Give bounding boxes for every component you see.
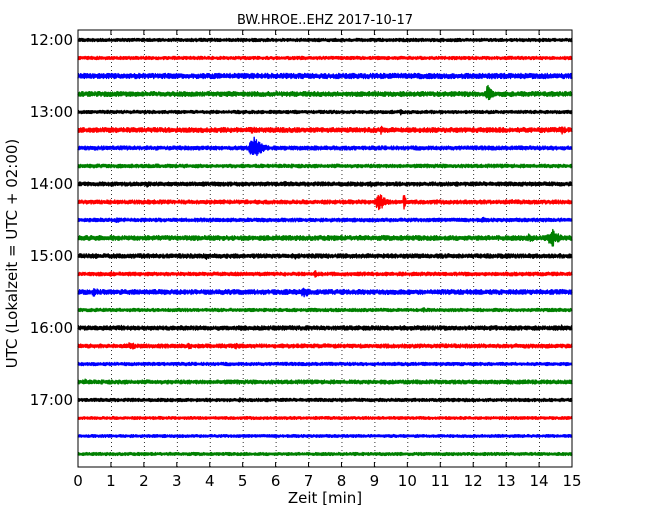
y-tick-label: 15:00: [30, 247, 73, 265]
y-tick-label: 14:00: [30, 175, 73, 193]
trace-1315: [77, 125, 573, 135]
y-tick-label: 17:00: [30, 391, 73, 409]
x-tick-label: 0: [73, 472, 83, 490]
trace-1330: [77, 136, 573, 157]
x-tick-label: 3: [172, 472, 182, 490]
trace-1715: [77, 415, 573, 421]
y-axis-label: UTC (Lokalzeit = UTC + 02:00): [3, 139, 21, 369]
x-tick-label: 9: [370, 472, 380, 490]
x-tick-label: 15: [562, 472, 581, 490]
trace-1200: [77, 37, 573, 43]
trace-1615: [77, 342, 573, 350]
y-tick-label: 12:00: [30, 31, 73, 49]
trace-1500: [77, 253, 573, 261]
trace-1445: [77, 228, 573, 247]
x-tick-label: 13: [497, 472, 516, 490]
chart-title: BW.HROE..EHZ 2017-10-17: [237, 13, 413, 28]
x-tick-label: 4: [205, 472, 215, 490]
y-tick-label: 13:00: [30, 103, 73, 121]
x-tick-label: 10: [398, 472, 417, 490]
plot-frame: [77, 29, 573, 468]
x-tick-label: 14: [530, 472, 549, 490]
trace-1745: [77, 451, 573, 457]
trace-1730: [77, 433, 573, 439]
y-tick-label: 16:00: [30, 319, 73, 337]
trace-1300: [77, 109, 573, 116]
x-tick-label: 7: [304, 472, 314, 490]
axis-ticks: 0 1 2 3 4 5 6 7 8 9 10 11 12 13 14 1512:0013:0014:0015:…: [30, 30, 582, 490]
x-tick-label: 2: [139, 472, 149, 490]
x-axis-label: Zeit [min]: [288, 489, 362, 507]
trace-1530: [77, 287, 573, 298]
trace-1415: [77, 194, 573, 211]
trace-1645: [77, 378, 573, 385]
x-tick-label: 11: [431, 472, 450, 490]
trace-1630: [77, 361, 573, 367]
x-tick-label: 5: [238, 472, 248, 490]
trace-1400: [77, 180, 573, 188]
trace-1230: [77, 72, 573, 80]
trace-1345: [77, 163, 573, 169]
trace-1430: [77, 216, 573, 224]
x-tick-label: 1: [106, 472, 116, 490]
grid-lines: [111, 30, 540, 467]
trace-1215: [77, 55, 573, 61]
trace-1700: [77, 397, 573, 403]
x-tick-label: 8: [337, 472, 347, 490]
trace-1515: [77, 270, 573, 278]
x-tick-label: 12: [464, 472, 483, 490]
seismogram-traces: [77, 37, 573, 457]
trace-1545: [77, 307, 573, 313]
trace-1600: [77, 324, 573, 331]
x-tick-label: 6: [271, 472, 281, 490]
trace-1245: [77, 84, 573, 101]
